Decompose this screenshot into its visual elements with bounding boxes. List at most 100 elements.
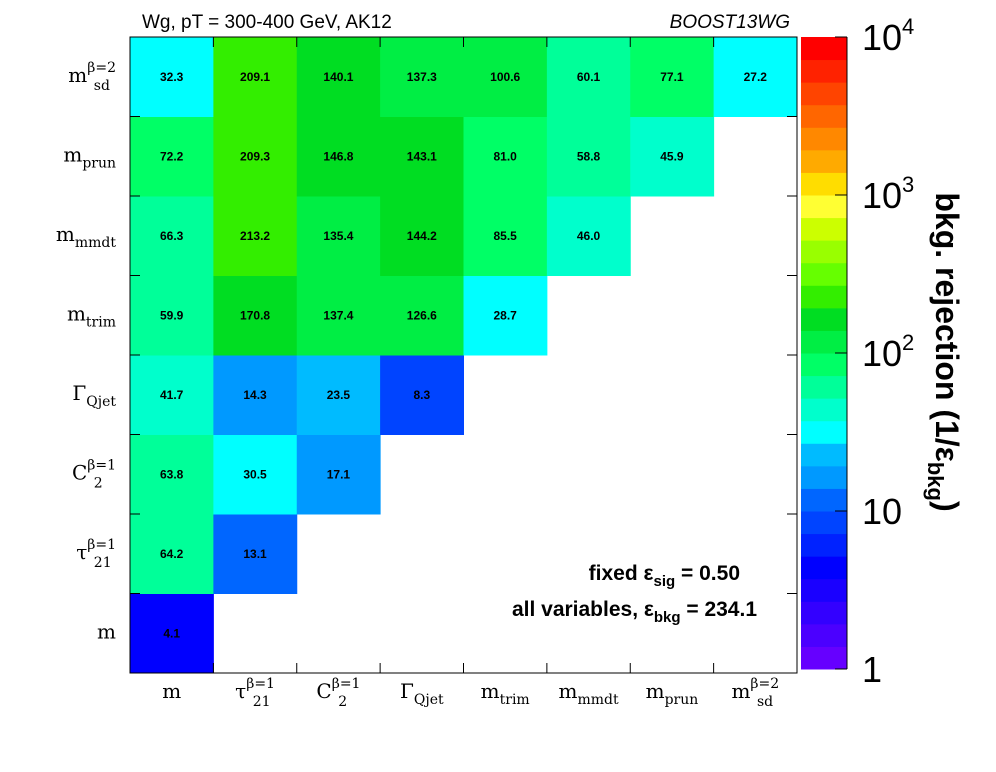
x-label-mtrim-4: mtrim bbox=[481, 679, 530, 708]
heatmap-cell-r7-c7 bbox=[713, 37, 798, 117]
heatmap-cell-r3-c3 bbox=[380, 355, 464, 435]
heatmap-cell-r6-c5 bbox=[546, 116, 631, 197]
x-label-mmmdt-5: mmmdt bbox=[559, 679, 619, 708]
colorbar-segment-10 bbox=[801, 420, 847, 444]
colorbar-segment-7 bbox=[801, 488, 847, 512]
cell-value-r3-c2: 23.5 bbox=[327, 388, 351, 402]
colorbar-segment-26 bbox=[801, 59, 847, 83]
cell-value-r5-c0: 66.3 bbox=[160, 229, 184, 243]
cell-value-r7-c5: 60.1 bbox=[577, 70, 601, 84]
colorbar-segment-23 bbox=[801, 127, 847, 151]
y-label-qjet-3: ΓQjet bbox=[72, 381, 116, 410]
colorbar-segment-18 bbox=[801, 240, 847, 264]
y-label-m-0: m bbox=[97, 619, 116, 643]
heatmap-cell-r7-c3 bbox=[380, 37, 464, 117]
heatmap-cell-r6-c1 bbox=[213, 116, 298, 197]
colorbar-segment-19 bbox=[801, 217, 847, 241]
cell-value-r7-c0: 32.3 bbox=[160, 70, 184, 84]
colorbar-tick-label-2: 102 bbox=[862, 330, 914, 374]
colorbar-segment-21 bbox=[801, 172, 847, 196]
cell-value-r4-c0: 59.9 bbox=[160, 308, 184, 322]
colorbar-segment-4 bbox=[801, 556, 847, 580]
heatmap-cell-r7-c4 bbox=[463, 37, 548, 117]
colorbar-segment-2 bbox=[801, 601, 847, 625]
heatmap-cell-r5-c1 bbox=[213, 196, 298, 276]
cell-value-r6-c1: 209.3 bbox=[240, 149, 270, 163]
heatmap-cell-r6-c4 bbox=[463, 116, 548, 197]
cell-value-r7-c2: 140.1 bbox=[323, 70, 353, 84]
colorbar-segment-6 bbox=[801, 511, 847, 535]
x-label-m-0: m bbox=[162, 679, 181, 703]
heatmap-cell-r7-c1 bbox=[213, 37, 298, 117]
cell-value-r7-c7: 27.2 bbox=[744, 70, 768, 84]
cell-value-r0-c0: 4.1 bbox=[163, 626, 180, 640]
cell-value-r6-c4: 81.0 bbox=[494, 149, 518, 163]
colorbar-segment-20 bbox=[801, 195, 847, 219]
colorbar-segment-22 bbox=[801, 149, 847, 173]
colorbar-segment-12 bbox=[801, 375, 847, 399]
cell-value-r3-c3: 8.3 bbox=[413, 388, 430, 402]
y-axis-labels: m τβ=1 21 Cβ=1 2 ΓQjet mtrim mmmdt mprun mβ=2 sd bbox=[56, 60, 116, 644]
colorbar-tick-label-1: 10 bbox=[862, 491, 902, 532]
cell-value-r5-c3: 144.2 bbox=[407, 229, 437, 243]
y-label-211-1: τβ=1 21 bbox=[76, 537, 116, 571]
axis-ticks bbox=[129, 36, 798, 674]
colorbar-segment-11 bbox=[801, 398, 847, 422]
cell-value-r7-c6: 77.1 bbox=[660, 70, 684, 84]
cell-value-r5-c2: 135.4 bbox=[323, 229, 353, 243]
heatmap-cells bbox=[130, 37, 798, 674]
x-label-mprun-6: mprun bbox=[646, 679, 699, 708]
x-label-c21-2: Cβ=1 2 bbox=[316, 676, 360, 710]
heatmap-cell-r3-c1 bbox=[213, 355, 298, 435]
heatmap-cell-r2-c1 bbox=[213, 434, 298, 515]
heatmap-cell-r7-c5 bbox=[546, 37, 631, 117]
cell-value-r6-c6: 45.9 bbox=[660, 149, 684, 163]
colorbar bbox=[801, 37, 848, 670]
colorbar-tick-label-3: 103 bbox=[862, 172, 914, 216]
colorbar-segment-25 bbox=[801, 82, 847, 106]
heatmap-cell-r2-c2 bbox=[296, 434, 381, 515]
y-label-msd2-7: mβ=2 sd bbox=[68, 60, 116, 94]
cell-value-r4-c2: 137.4 bbox=[323, 308, 353, 322]
cell-value-r6-c3: 143.1 bbox=[407, 149, 437, 163]
colorbar-tick-label-4: 104 bbox=[862, 14, 914, 58]
heatmap-cell-r7-c2 bbox=[296, 37, 381, 117]
y-label-mmmdt-5: mmmdt bbox=[56, 222, 116, 251]
cell-value-r6-c2: 146.8 bbox=[323, 149, 353, 163]
cell-value-r4-c1: 170.8 bbox=[240, 308, 270, 322]
heatmap-cell-r4-c3 bbox=[380, 275, 464, 356]
colorbar-segment-16 bbox=[801, 285, 847, 309]
colorbar-segment-9 bbox=[801, 443, 847, 467]
cell-value-r1-c0: 64.2 bbox=[160, 547, 184, 561]
heatmap-cell-r5-c4 bbox=[463, 196, 548, 276]
heatmap-cell-r0-c0 bbox=[130, 593, 214, 674]
heatmap-cell-r4-c4 bbox=[463, 275, 548, 356]
heatmap-cell-r7-c0 bbox=[130, 37, 214, 117]
colorbar-axis-title: bkg. rejection (1/εbkg) bbox=[923, 192, 965, 511]
heatmap-cell-r4-c2 bbox=[296, 275, 381, 356]
cell-value-r1-c1: 13.1 bbox=[243, 547, 267, 561]
colorbar-segment-27 bbox=[801, 37, 847, 61]
title-left: Wg, pT = 300-400 GeV, AK12 bbox=[142, 12, 392, 33]
cell-value-r7-c3: 137.3 bbox=[407, 70, 437, 84]
heatmap-cell-r1-c0 bbox=[130, 514, 214, 594]
heatmap-cell-r5-c2 bbox=[296, 196, 381, 276]
heatmap-cell-r6-c6 bbox=[630, 116, 715, 197]
cell-value-r5-c5: 46.0 bbox=[577, 229, 601, 243]
heatmap-cell-r3-c2 bbox=[296, 355, 381, 435]
cell-value-r7-c4: 100.6 bbox=[490, 70, 520, 84]
heatmap-cell-r5-c3 bbox=[380, 196, 464, 276]
cell-value-r7-c1: 209.1 bbox=[240, 70, 270, 84]
colorbar-segment-3 bbox=[801, 578, 847, 602]
cell-value-r2-c0: 63.8 bbox=[160, 467, 184, 481]
x-label-msd2-7: mβ=2 sd bbox=[731, 676, 779, 710]
colorbar-tick-labels: 1 10 102 103 104 bbox=[835, 14, 914, 690]
heatmap-cell-r1-c1 bbox=[213, 514, 298, 594]
heatmap-cell-r4-c1 bbox=[213, 275, 298, 356]
annotation-fixed-signal-efficiency: fixed εsig = 0.50 bbox=[589, 562, 740, 590]
cell-value-r4-c3: 126.6 bbox=[407, 308, 437, 322]
colorbar-segment-5 bbox=[801, 533, 847, 557]
heatmap-cell-r5-c0 bbox=[130, 196, 214, 276]
colorbar-segment-17 bbox=[801, 262, 847, 286]
